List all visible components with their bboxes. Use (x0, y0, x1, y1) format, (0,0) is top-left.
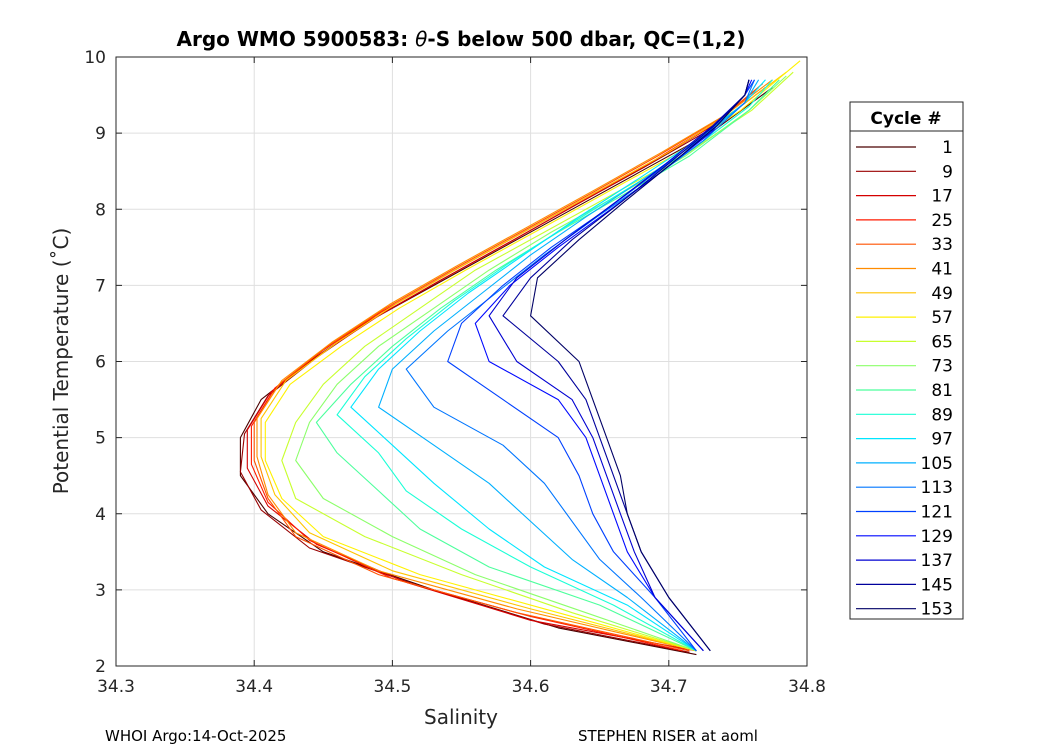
legend: Cycle # 1 9 17 25 33 41 49 57 65 73 81 89 97 105 113 12… (849, 101, 964, 620)
legend-entries: 1 9 17 25 33 41 49 57 65 73 81 89 97 105 113 121 129 137 1… (856, 138, 953, 620)
x-axis-label: Salinity (424, 705, 498, 729)
legend-label-17: 17 (931, 187, 953, 207)
legend-label-33: 33 (931, 235, 953, 255)
x-tick-label: 34.5 (373, 677, 411, 697)
y-tick-label: 7 (95, 276, 106, 296)
x-tick-label: 34.3 (97, 677, 135, 697)
legend-title: Cycle # (870, 109, 941, 129)
legend-label-49: 49 (931, 284, 953, 304)
series-line-cycle-153 (530, 79, 750, 652)
legend-label-81: 81 (931, 381, 953, 401)
legend-label-105: 105 (921, 454, 953, 474)
series-line-cycle-97 (350, 79, 766, 652)
legend-label-41: 41 (931, 260, 953, 280)
x-tick-label: 34.7 (650, 677, 688, 697)
legend-label-73: 73 (931, 357, 953, 377)
series-line-cycle-33 (253, 83, 764, 652)
footer-right: STEPHEN RISER at aoml (578, 727, 758, 745)
legend-label-137: 137 (921, 551, 953, 571)
x-tick-label: 34.4 (235, 677, 273, 697)
legend-label-97: 97 (931, 430, 953, 450)
legend-label-65: 65 (931, 332, 953, 352)
y-tick-label: 2 (95, 657, 106, 677)
legend-label-25: 25 (931, 211, 953, 231)
legend-label-9: 9 (942, 162, 953, 182)
series-line-cycle-137 (488, 79, 750, 652)
x-tick-label: 34.8 (788, 677, 826, 697)
x-tick-label: 34.6 (512, 677, 550, 697)
legend-label-113: 113 (921, 478, 953, 498)
y-tick-label: 6 (95, 353, 106, 373)
y-tick-label: 5 (95, 429, 106, 449)
series-line-cycle-57 (264, 60, 801, 652)
chart-title: Argo WMO 5900583: θ-S below 500 dbar, QC… (177, 27, 746, 51)
series-layer (239, 60, 801, 656)
series-line-cycle-65 (281, 71, 794, 652)
legend-label-89: 89 (931, 405, 953, 425)
series-line-cycle-41 (256, 79, 773, 652)
y-tick-label: 9 (95, 124, 106, 144)
footer-left: WHOI Argo:14-Oct-2025 (105, 727, 286, 745)
y-tick-label: 3 (95, 581, 106, 601)
legend-label-121: 121 (921, 503, 953, 523)
y-tick-label: 10 (84, 48, 106, 68)
legend-box (849, 101, 964, 620)
y-axis-label: Potential Temperature (˚C) (49, 228, 73, 495)
y-tick-label: 8 (95, 200, 106, 220)
series-line-cycle-113 (405, 79, 756, 652)
y-tick-label: 4 (95, 505, 106, 525)
legend-label-57: 57 (931, 308, 953, 328)
legend-label-1: 1 (942, 138, 953, 158)
legend-label-145: 145 (921, 575, 953, 595)
legend-label-153: 153 (921, 600, 953, 620)
y-axis-ticks: 2 3 4 5 6 7 8 9 10 (84, 48, 807, 677)
x-axis-ticks: 34.3 34.4 34.5 34.6 34.7 34.8 (97, 57, 826, 697)
series-line-cycle-49 (260, 71, 787, 652)
legend-label-129: 129 (921, 527, 953, 547)
